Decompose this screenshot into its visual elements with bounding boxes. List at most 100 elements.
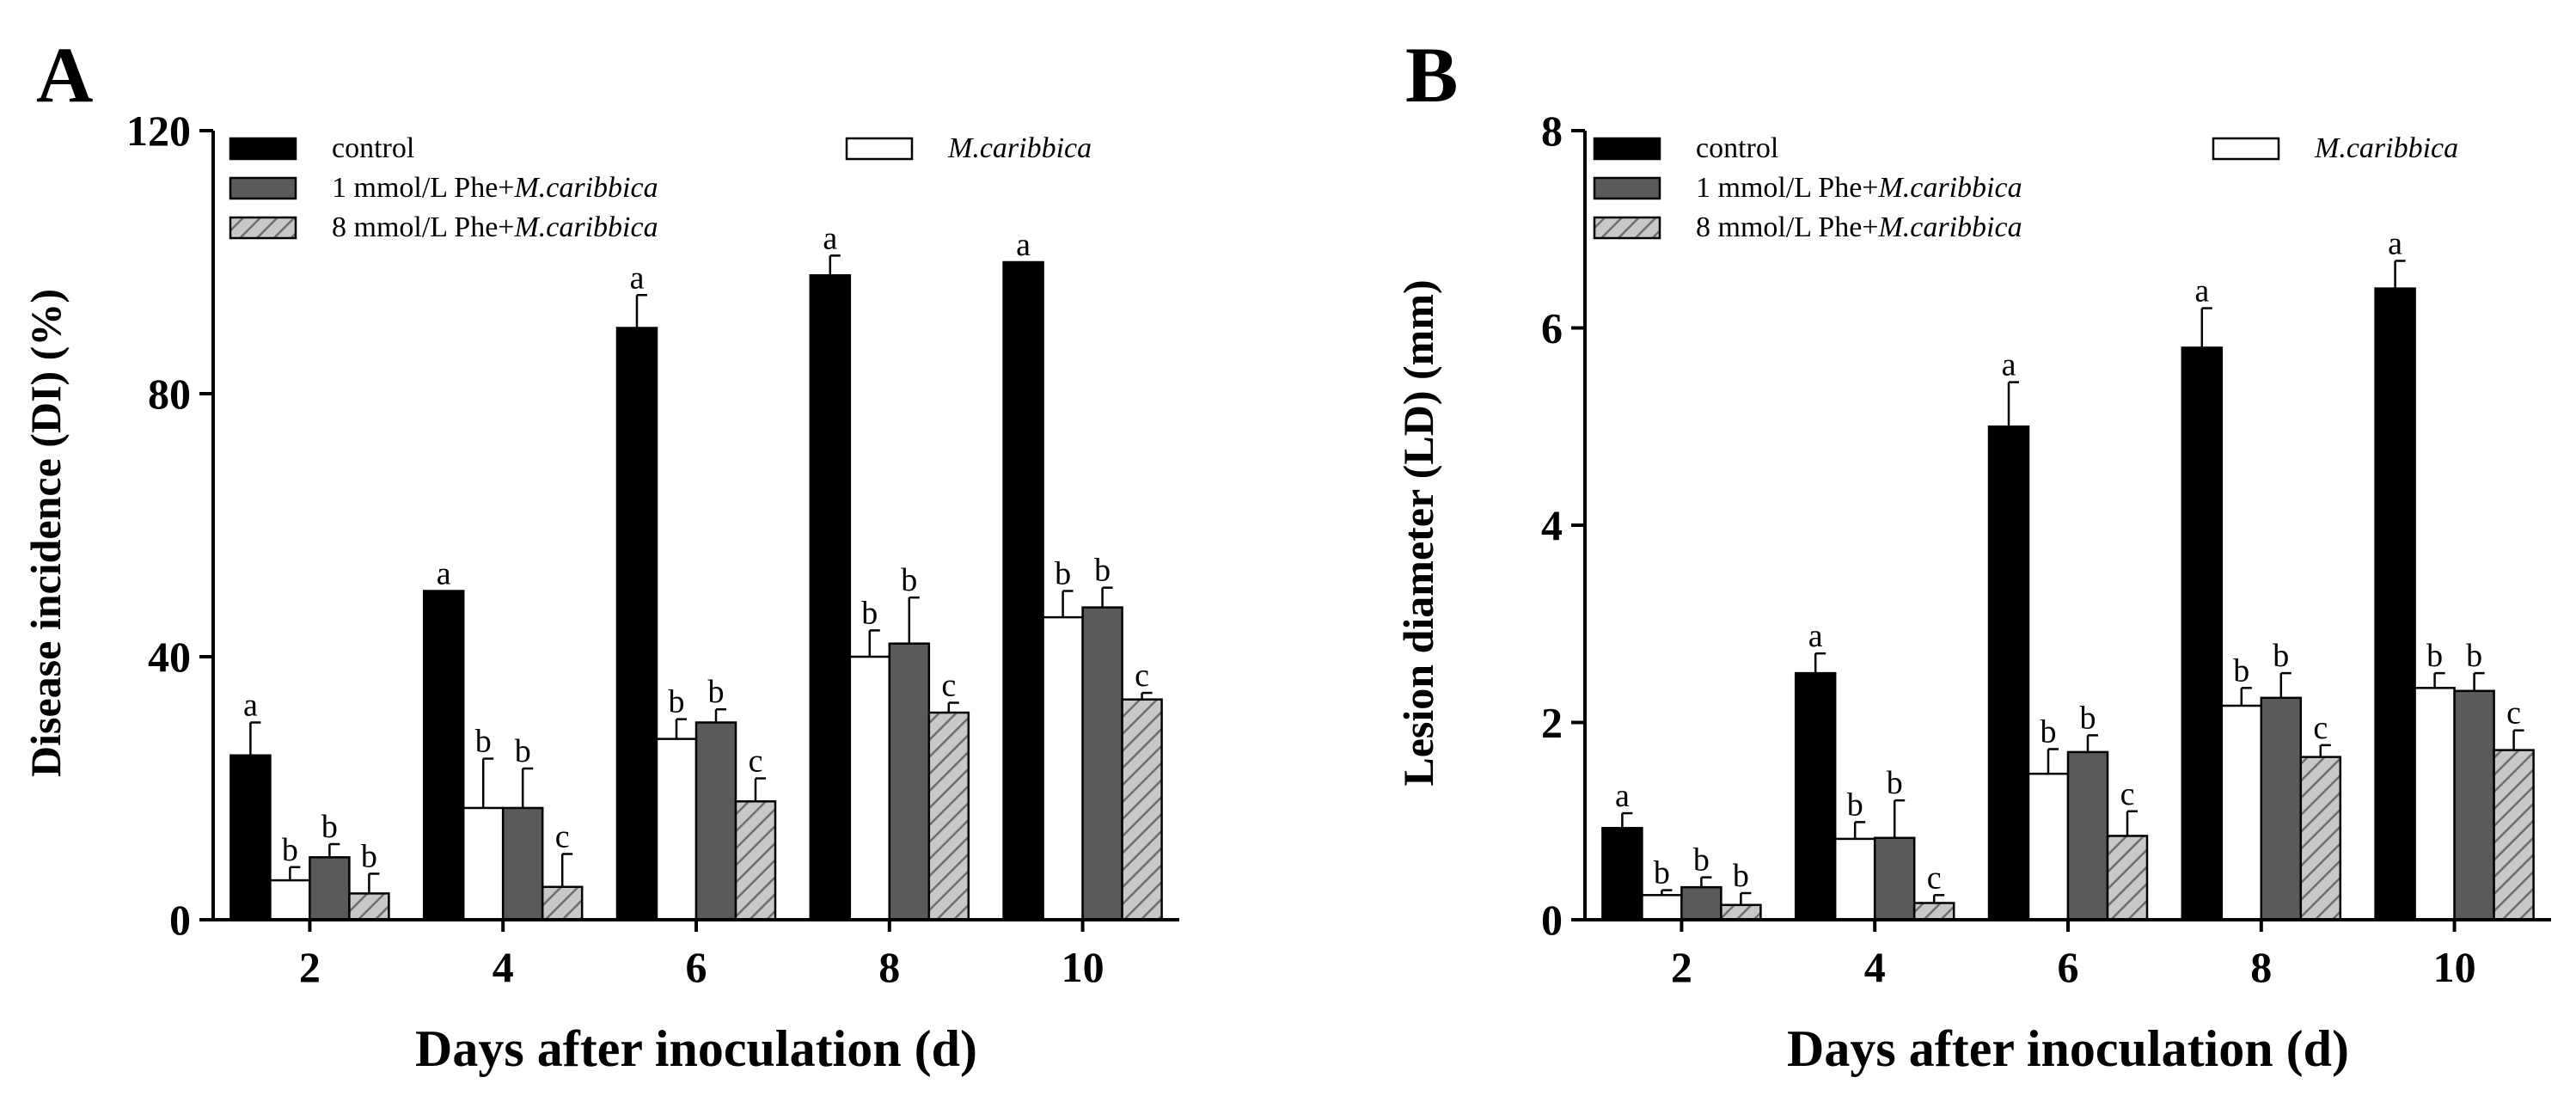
bar <box>2181 346 2224 921</box>
significance-letter: b <box>1654 855 1670 891</box>
bar <box>1987 425 2030 921</box>
bar <box>1720 903 1762 921</box>
legend-label-text: control <box>1696 132 1778 164</box>
legend-swatch <box>229 176 297 200</box>
significance-letter: c <box>749 744 763 780</box>
significance-letter: c <box>2313 710 2328 746</box>
bar <box>1912 902 1955 921</box>
y-tick-label: 6 <box>1541 304 1563 352</box>
legend-label-species: M.caribbica <box>513 172 658 204</box>
significance-letter: b <box>708 674 725 710</box>
significance-letter: c <box>555 819 570 855</box>
significance-letter: b <box>1055 556 1071 592</box>
significance-letter: b <box>2466 638 2482 674</box>
y-tick-label: 0 <box>169 896 191 944</box>
x-tick-label: 10 <box>2433 943 2476 991</box>
x-tick-label: 6 <box>686 943 707 991</box>
bar <box>422 590 465 921</box>
significance-letter: b <box>282 832 298 868</box>
bar <box>1833 837 1876 921</box>
legend-swatch <box>2212 137 2280 161</box>
significance-letter: a <box>437 556 451 592</box>
legend-label: M.caribbica <box>947 132 1092 164</box>
panel-label: A <box>36 31 93 119</box>
x-tick-label: 6 <box>2058 943 2079 991</box>
legend-label-species: M.caribbica <box>513 211 658 243</box>
x-tick-label: 4 <box>1864 943 1886 991</box>
y-axis-label: Lesion diameter (LD) (mm) <box>1394 279 1442 786</box>
significance-letter: b <box>2041 713 2057 750</box>
significance-letter: b <box>1847 787 1863 823</box>
legend-label-species: M.caribbica <box>1877 211 2022 243</box>
legend-label-text: control <box>332 132 414 164</box>
legend-swatch <box>1593 176 1661 200</box>
significance-letter: b <box>901 562 917 598</box>
bar <box>2260 696 2303 921</box>
bar <box>2027 772 2070 921</box>
y-tick-label: 80 <box>148 370 191 418</box>
significance-letter: b <box>1733 858 1749 894</box>
x-tick-label: 2 <box>299 943 321 991</box>
x-tick-label: 2 <box>1671 943 1692 991</box>
bar <box>1873 836 1916 921</box>
significance-letter: b <box>2233 652 2249 689</box>
bar <box>1794 671 1837 921</box>
bar <box>462 806 505 921</box>
significance-letter: c <box>1927 860 1942 896</box>
legend-label-text: 8 mmol/L Phe+ <box>1696 211 1878 243</box>
bar <box>1680 885 1722 921</box>
legend-label: control <box>332 132 414 164</box>
bar <box>655 738 698 921</box>
significance-letter: c <box>941 668 956 704</box>
bar <box>1002 260 1044 921</box>
bar <box>734 800 777 921</box>
bar <box>348 892 390 921</box>
significance-letter: b <box>1693 842 1710 878</box>
legend-label-species: M.caribbica <box>1877 172 2022 204</box>
significance-letter: b <box>2273 638 2289 674</box>
bar <box>309 856 351 921</box>
bar <box>2299 756 2342 921</box>
bar <box>2374 287 2416 921</box>
bar <box>615 327 658 921</box>
bar <box>809 274 852 921</box>
y-tick-label: 120 <box>126 107 191 155</box>
y-tick-label: 8 <box>1541 107 1563 155</box>
legend-label-text: 1 mmol/L Phe+ <box>1696 172 1878 204</box>
y-tick-label: 2 <box>1541 699 1563 747</box>
legend-swatch <box>229 137 297 161</box>
significance-letter: b <box>361 838 377 874</box>
bar <box>2106 835 2149 921</box>
significance-letter: a <box>2388 225 2402 261</box>
significance-letter: a <box>823 220 837 256</box>
x-axis-label: Days after inoculation (d) <box>415 1020 977 1077</box>
bar <box>2493 749 2535 921</box>
bar <box>694 721 737 921</box>
legend-label: M.caribbica <box>2314 132 2458 164</box>
bar <box>229 754 272 921</box>
legend-label-text: 8 mmol/L Phe+ <box>332 211 514 243</box>
bar <box>927 711 970 921</box>
legend-label-species: M.caribbica <box>947 132 1092 164</box>
significance-letter: b <box>475 724 492 760</box>
bar <box>501 806 544 921</box>
x-tick-label: 8 <box>2250 943 2272 991</box>
significance-letter: a <box>2002 347 2016 383</box>
bar <box>1121 698 1163 921</box>
legend-label: 1 mmol/L Phe+M.caribbica <box>332 172 658 204</box>
significance-letter: b <box>2426 638 2443 674</box>
bar <box>269 878 311 921</box>
bar <box>2066 750 2109 921</box>
legend-swatch <box>1593 216 1661 240</box>
bar <box>2453 689 2495 921</box>
significance-letter: b <box>861 595 878 631</box>
legend-label: 1 mmol/L Phe+M.caribbica <box>1696 172 2022 204</box>
bar <box>1081 606 1123 921</box>
legend-swatch <box>845 137 914 161</box>
significance-letter: a <box>1808 618 1823 654</box>
legend-swatch <box>229 216 297 240</box>
significance-letter: a <box>2194 273 2209 309</box>
y-tick-label: 0 <box>1541 896 1563 944</box>
